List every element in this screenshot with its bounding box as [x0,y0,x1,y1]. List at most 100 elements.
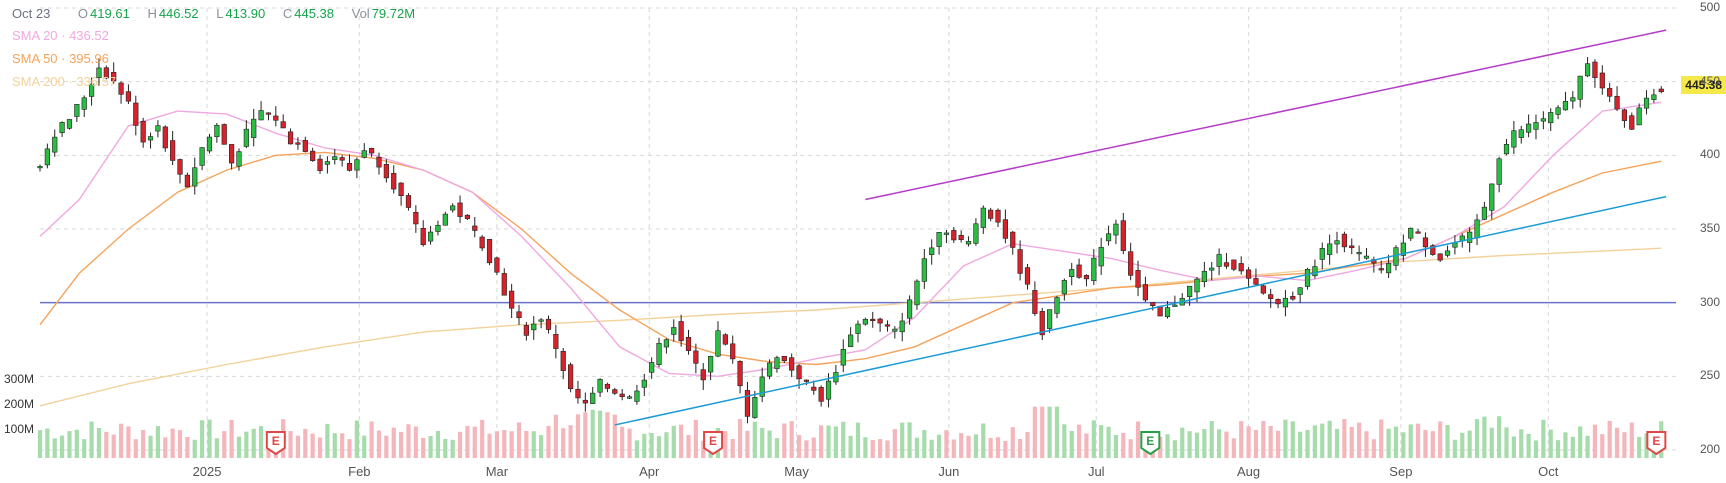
volume-bar [1452,439,1458,458]
volume-bar [1216,429,1222,458]
candle-body [619,393,625,398]
volume-bar [1607,420,1612,458]
volume-bar [1121,432,1126,458]
volume-bar [163,437,168,458]
candle-body [553,334,559,349]
volume-bar [1231,438,1236,458]
volume-axis-label: 200M [4,397,35,411]
volume-bar [892,429,897,458]
volume-bar [1025,432,1030,458]
volume-bar [1408,424,1413,458]
earnings-marker[interactable]: E [1646,431,1667,456]
candle-body [1290,296,1296,300]
volume-bar [833,426,838,458]
candle-body [383,163,389,179]
volume-bar [258,426,264,458]
candle-body [825,380,832,400]
candle-body [626,396,633,399]
volume-bar [1386,428,1391,458]
candle-body [258,110,264,121]
candle-body [1422,237,1429,248]
candle-body [1408,227,1414,239]
x-tick-label: Feb [348,464,371,479]
candle-body [1047,309,1053,329]
candle-body [464,214,471,219]
earnings-marker[interactable]: E [703,431,724,456]
volume-bar [1320,423,1325,458]
candle-body [906,299,913,319]
volume-bar [944,430,949,458]
volume-bar [332,433,337,458]
volume-bar [118,423,124,458]
candle-body [870,318,876,321]
candle-body [1540,118,1546,122]
y-tick-label: 350 [1699,221,1720,235]
candle-body [74,104,80,117]
candle-body [1533,122,1539,130]
candle-body [310,150,316,161]
volume-bar [1253,429,1259,458]
candle-body [590,392,596,404]
volume-bar [1578,426,1583,458]
volume-bar [966,435,971,458]
volume-bar [126,426,131,458]
candle-body [376,156,382,168]
candle-body [531,323,537,331]
candle-body [958,235,964,240]
candle-body [170,140,176,161]
volume-bar [1091,420,1096,458]
volume-bar [1371,439,1376,458]
candle-body [1430,245,1436,255]
volume-bar [288,431,293,458]
y-tick-label: 250 [1699,368,1720,383]
volume-bar [376,430,382,458]
candle-body [1378,268,1384,271]
volume-bar [988,437,993,458]
candle-body [405,195,412,208]
volume-bar [37,430,43,458]
volume-bar [789,421,794,458]
earnings-marker-label: E [709,434,717,448]
legend-sma50[interactable]: SMA 50 · 395.96 [12,51,109,66]
x-tick-label: Mar [485,464,509,479]
legend-sma20[interactable]: SMA 20 · 436.52 [12,28,109,43]
volume-bar [104,431,109,458]
candle-body [1238,263,1244,272]
candle-body [214,124,220,138]
candle-body [1467,231,1473,243]
volume-bar [1032,406,1037,458]
candle-body [980,207,986,228]
volume-bar [1172,440,1177,458]
volume-bar [679,424,684,458]
volume-bar [1563,432,1568,458]
candle-body [516,311,522,318]
volume-bar [391,427,396,458]
volume-bar [1290,421,1295,458]
volume-bar [1113,434,1119,458]
candle-body [369,148,375,154]
volume-bar [340,433,345,458]
volume-bar [1128,439,1133,458]
candle-body [1651,94,1657,100]
volume-bar [443,438,448,458]
earnings-marker-shape [265,431,286,456]
volume-bar [1305,429,1310,458]
candle-body [1312,266,1318,277]
volume-bar [229,419,234,458]
volume-bar [745,430,750,458]
volume-bar [524,430,529,458]
earnings-marker[interactable]: E [1140,431,1161,456]
legend-sma200[interactable]: SMA 200 · 336.57 [12,74,117,89]
earnings-marker[interactable]: E [265,431,286,456]
candle-body [44,148,50,166]
candle-body [1135,270,1141,288]
candle-body [722,334,728,345]
volume-bar [96,427,102,458]
candle-body [302,140,308,152]
volume-bar [1482,416,1487,458]
volume-bar [1099,425,1104,458]
volume-bar [1504,427,1509,458]
volume-axis-label: 300M [4,372,35,386]
candle-body [1172,304,1178,307]
